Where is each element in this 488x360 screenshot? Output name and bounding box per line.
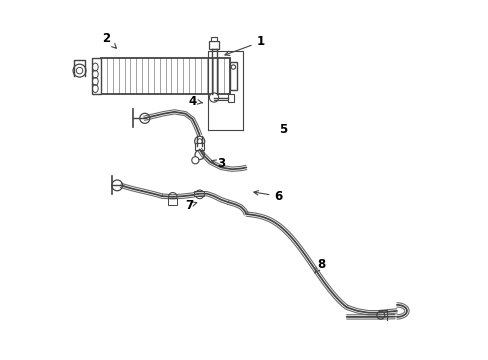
- Circle shape: [231, 65, 235, 69]
- Circle shape: [140, 113, 149, 123]
- Bar: [230, 62, 236, 90]
- Text: 8: 8: [314, 258, 325, 273]
- Bar: [194, 191, 204, 196]
- Bar: [195, 143, 204, 149]
- Circle shape: [376, 311, 384, 319]
- Circle shape: [168, 193, 177, 201]
- Circle shape: [76, 67, 82, 74]
- Circle shape: [195, 150, 204, 159]
- Circle shape: [195, 190, 203, 199]
- Text: 1: 1: [224, 35, 264, 55]
- Circle shape: [194, 136, 204, 146]
- Bar: [101, 58, 230, 94]
- Text: 3: 3: [211, 157, 225, 170]
- Circle shape: [112, 180, 122, 191]
- Text: 4: 4: [188, 95, 202, 108]
- Bar: [92, 58, 101, 94]
- Bar: [208, 41, 219, 49]
- Circle shape: [209, 93, 218, 102]
- Text: 6: 6: [253, 190, 282, 203]
- Circle shape: [191, 157, 199, 164]
- Circle shape: [73, 64, 86, 77]
- Text: 2: 2: [102, 32, 116, 48]
- Bar: [210, 37, 217, 41]
- Text: 7: 7: [184, 199, 196, 212]
- Circle shape: [197, 139, 202, 144]
- Bar: [227, 94, 234, 102]
- Bar: [168, 198, 177, 205]
- Text: 5: 5: [278, 123, 286, 136]
